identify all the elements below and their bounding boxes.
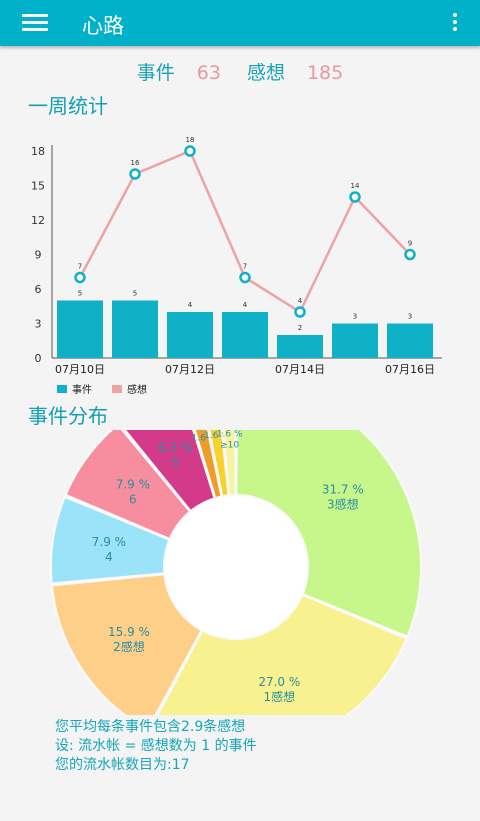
- y-tick-label: 3: [35, 318, 42, 331]
- donut-slice: [222, 430, 237, 497]
- distribution-title: 事件分布: [28, 404, 108, 428]
- y-tick-label: 9: [35, 249, 42, 262]
- line-point-thought: [349, 191, 361, 203]
- donut-slice-percent: 15.9 %: [108, 625, 150, 639]
- bar-event: [277, 335, 323, 358]
- bar-value-label: 5: [133, 290, 137, 298]
- bar-event: [167, 312, 213, 358]
- y-tick-label: 6: [35, 283, 42, 296]
- line-value-label: 18: [186, 136, 195, 144]
- donut-slice: [156, 593, 408, 715]
- line-value-label: 16: [131, 159, 140, 167]
- line-value-label: 14: [351, 182, 360, 190]
- donut-slice-percent: 1.6 %: [217, 430, 243, 440]
- bar-value-label: 4: [243, 301, 248, 309]
- donut-slice-label: 2感想: [113, 639, 145, 654]
- footer-line-average: 您平均每条事件包含2.9条感想: [55, 719, 246, 735]
- bar-value-label: 3: [353, 313, 357, 321]
- bar-value-label: 4: [188, 301, 193, 309]
- overflow-menu-icon[interactable]: [452, 13, 458, 33]
- donut-slice: [235, 430, 422, 638]
- donut-slice-label: 3感想: [327, 497, 359, 512]
- donut-slice: [123, 430, 216, 513]
- legend-label-thought: 感想: [127, 383, 147, 396]
- bar-event: [222, 312, 268, 358]
- line-value-label: 7: [78, 263, 82, 271]
- line-point-thought: [294, 306, 306, 318]
- line-point-thought: [74, 271, 86, 284]
- donut-slice: [50, 495, 171, 585]
- y-tick-label: 0: [35, 352, 42, 365]
- app-bar: 心路: [0, 0, 480, 46]
- legend-swatch-thought: [112, 385, 122, 393]
- line-value-label: 7: [243, 263, 247, 271]
- footer-line-definition: 设: 流水帐 = 感想数为 1 的事件: [55, 738, 257, 754]
- donut-slice: [50, 573, 203, 715]
- bar-value-label: 5: [78, 290, 82, 298]
- legend-swatch-event: [57, 385, 67, 393]
- line-point-thought: [239, 271, 251, 284]
- donut-slice: [64, 430, 192, 541]
- line-value-label: 9: [408, 240, 412, 248]
- line-point-thought: [129, 168, 141, 180]
- line-value-label: 4: [298, 297, 303, 305]
- footer-line-count: 您的流水帐数目为:17: [55, 757, 190, 773]
- legend-label-event: 事件: [72, 383, 92, 396]
- donut-slice-label: 4: [105, 550, 113, 564]
- x-tick-label: 07月14日: [275, 363, 325, 376]
- x-tick-label: 07月10日: [55, 363, 105, 376]
- menu-icon[interactable]: [22, 14, 48, 32]
- donut-slice-percent: 1.6 %: [204, 431, 230, 441]
- x-tick-label: 07月16日: [385, 363, 435, 376]
- bar-event: [112, 300, 158, 358]
- donut-slice-percent: 1.6 %: [192, 433, 218, 443]
- bar-event: [332, 323, 378, 358]
- thought-count-label: 感想: [246, 62, 285, 84]
- donut-slice-label: 1感想: [263, 689, 295, 704]
- donut-hole: [165, 496, 307, 638]
- line-point-thought: [404, 248, 416, 261]
- stats-footer: 您平均每条事件包含2.9条感想 设: 流水帐 = 感想数为 1 的事件 您的流水…: [55, 718, 257, 775]
- y-tick-label: 12: [31, 214, 45, 227]
- app-title: 心路: [82, 14, 124, 38]
- donut-slice-label: 6: [129, 492, 137, 506]
- thought-count-value: 185: [306, 62, 344, 84]
- donut-slice-label: ≥10: [220, 441, 239, 451]
- donut-slice-percent: 27.0 %: [258, 675, 300, 689]
- donut-slice-label: 5: [171, 456, 179, 470]
- y-tick-label: 18: [31, 145, 45, 158]
- line-point-thought: [184, 145, 196, 157]
- event-count-label: 事件: [136, 62, 175, 84]
- bar-value-label: 3: [408, 313, 412, 321]
- weekly-chart: 0 3 6 9 12 15 18 5 5 4 4 2 3 3 7 16 18 7 4 14 9 07月10日 07月12日 0…: [31, 136, 442, 396]
- bar-value-label: 2: [298, 324, 302, 332]
- bar-event: [57, 300, 103, 358]
- x-tick-label: 07月12日: [165, 363, 215, 376]
- event-count-value: 63: [196, 62, 221, 84]
- donut-slice-percent: 7.9 %: [116, 477, 150, 491]
- bar-event: [387, 323, 433, 358]
- donut-slice-percent: 7.9 %: [92, 535, 126, 549]
- y-tick-label: 15: [31, 180, 45, 193]
- weekly-stats-title: 一周统计: [28, 94, 108, 118]
- donut-slice-percent: 31.7 %: [322, 483, 364, 497]
- summary-counts: 事件 63 感想 185: [0, 58, 480, 85]
- donut-slice-percent: 6.3 %: [158, 441, 192, 455]
